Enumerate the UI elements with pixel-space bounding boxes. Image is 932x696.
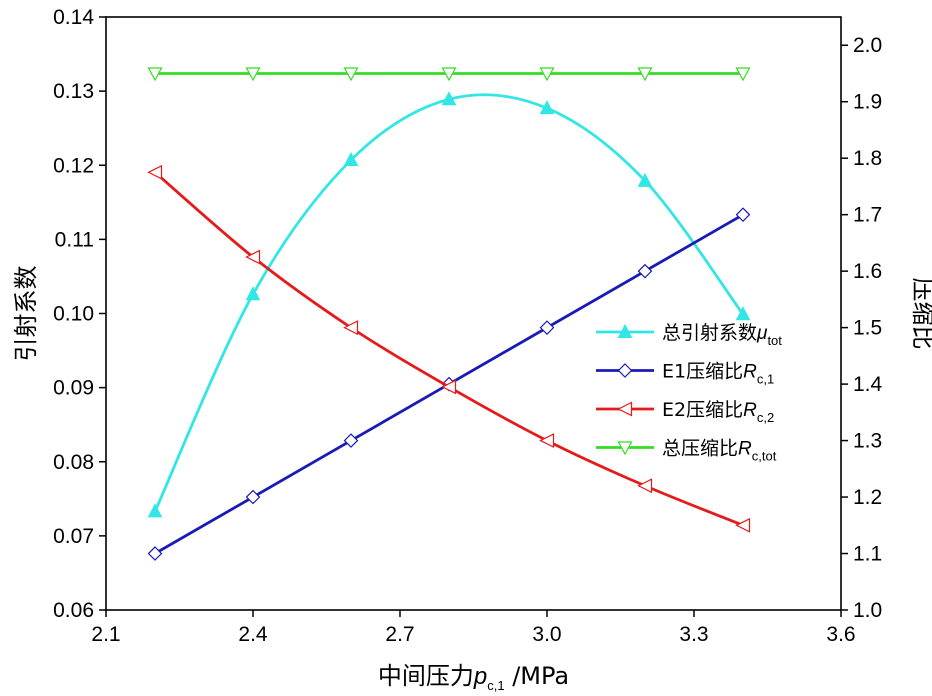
y-right-tick-label: 1.0 xyxy=(853,599,882,622)
y-right-tick-label: 1.1 xyxy=(853,543,882,566)
y-right-tick-label: 1.8 xyxy=(853,147,882,170)
y-right-tick-label: 1.5 xyxy=(853,317,882,340)
y-right-tick-label: 1.3 xyxy=(853,430,882,453)
data-point xyxy=(343,67,359,82)
data-point xyxy=(245,249,261,265)
legend-label: 总压缩比Rc,tot xyxy=(662,438,777,464)
data-point xyxy=(441,67,457,82)
data-point xyxy=(735,67,751,82)
legend-label: 总引射系数μtot xyxy=(662,322,782,348)
data-point xyxy=(539,320,555,335)
data-point xyxy=(637,478,653,494)
data-point xyxy=(245,489,261,505)
y-left-tick-label: 0.14 xyxy=(53,6,94,29)
data-point xyxy=(147,503,163,518)
x-tick-label: 2.4 xyxy=(238,623,268,646)
y-left-tick-label: 0.09 xyxy=(53,377,94,400)
legend-item-2: E1压缩比Rc,1 xyxy=(596,361,774,387)
x-tick-label: 3.6 xyxy=(826,623,855,646)
x-tick-label: 2.1 xyxy=(91,623,120,646)
legend-marker xyxy=(617,441,633,456)
y-left-tick-label: 0.13 xyxy=(53,80,94,103)
data-point xyxy=(735,207,751,223)
data-point xyxy=(343,151,359,167)
series-4 xyxy=(147,67,751,82)
y-left-tick-label: 0.07 xyxy=(53,525,94,548)
legend-marker xyxy=(617,363,633,378)
series-line xyxy=(154,171,744,527)
data-point xyxy=(343,433,359,448)
data-point xyxy=(539,433,555,449)
y-right-tick-label: 1.2 xyxy=(853,486,882,509)
y-left-tick-label: 0.12 xyxy=(53,154,94,177)
ticks: 2.1 2.4 2.7 3.0 3.3 3.6 0.06 0.07 0.08 0.09 0.10 0.… xyxy=(53,6,882,646)
data-point xyxy=(637,67,653,82)
y-right-tick-label: 1.7 xyxy=(853,204,882,227)
series-3 xyxy=(147,164,751,533)
data-point xyxy=(539,100,555,115)
data-point xyxy=(343,320,359,336)
y-left-tick-label: 0.08 xyxy=(53,451,94,474)
y-right-tick-label: 1.9 xyxy=(853,91,882,114)
y-right-tick-label: 1.6 xyxy=(853,260,882,283)
x-tick-label: 2.7 xyxy=(385,623,414,646)
data-point xyxy=(441,379,457,395)
legend-item-1: 总引射系数μtot xyxy=(596,322,782,348)
data-point xyxy=(735,306,751,321)
data-point xyxy=(147,164,163,180)
legend-item-4: 总压缩比Rc,tot xyxy=(596,438,777,464)
y-left-tick-label: 0.11 xyxy=(55,228,94,251)
data-point xyxy=(147,67,163,82)
data-point xyxy=(637,172,653,187)
legend-marker xyxy=(617,401,633,417)
x-tick-label: 3.3 xyxy=(679,623,708,646)
legend-label: E1压缩比Rc,1 xyxy=(662,361,774,387)
y-left-tick-label: 0.10 xyxy=(53,303,94,326)
y-axis-left-title: 引射系数 xyxy=(12,266,40,362)
x-axis-title: 中间压力pc,1 /MPa xyxy=(378,662,569,693)
series-line xyxy=(153,93,745,512)
y-axis-right-title: 压缩比 xyxy=(909,278,932,350)
data-point xyxy=(147,546,163,561)
data-point xyxy=(539,67,555,82)
data-point xyxy=(441,91,457,106)
legend: 总引射系数μtot E1压缩比Rc,1 E2压缩比Rc,2 总压缩比Rc,tot xyxy=(596,322,782,464)
legend-label: E2压缩比Rc,2 xyxy=(662,399,774,425)
series-1 xyxy=(147,91,751,518)
series-layer xyxy=(147,67,751,561)
data-point xyxy=(245,286,261,301)
y-left-tick-label: 0.06 xyxy=(53,599,94,622)
legend-item-3: E2压缩比Rc,2 xyxy=(596,399,774,425)
legend-marker xyxy=(617,323,633,338)
data-point xyxy=(735,517,751,533)
data-point xyxy=(245,67,261,82)
y-right-tick-label: 2.0 xyxy=(853,34,882,57)
x-tick-label: 3.0 xyxy=(532,623,561,646)
data-point xyxy=(637,263,653,279)
y-right-tick-label: 1.4 xyxy=(853,373,883,396)
